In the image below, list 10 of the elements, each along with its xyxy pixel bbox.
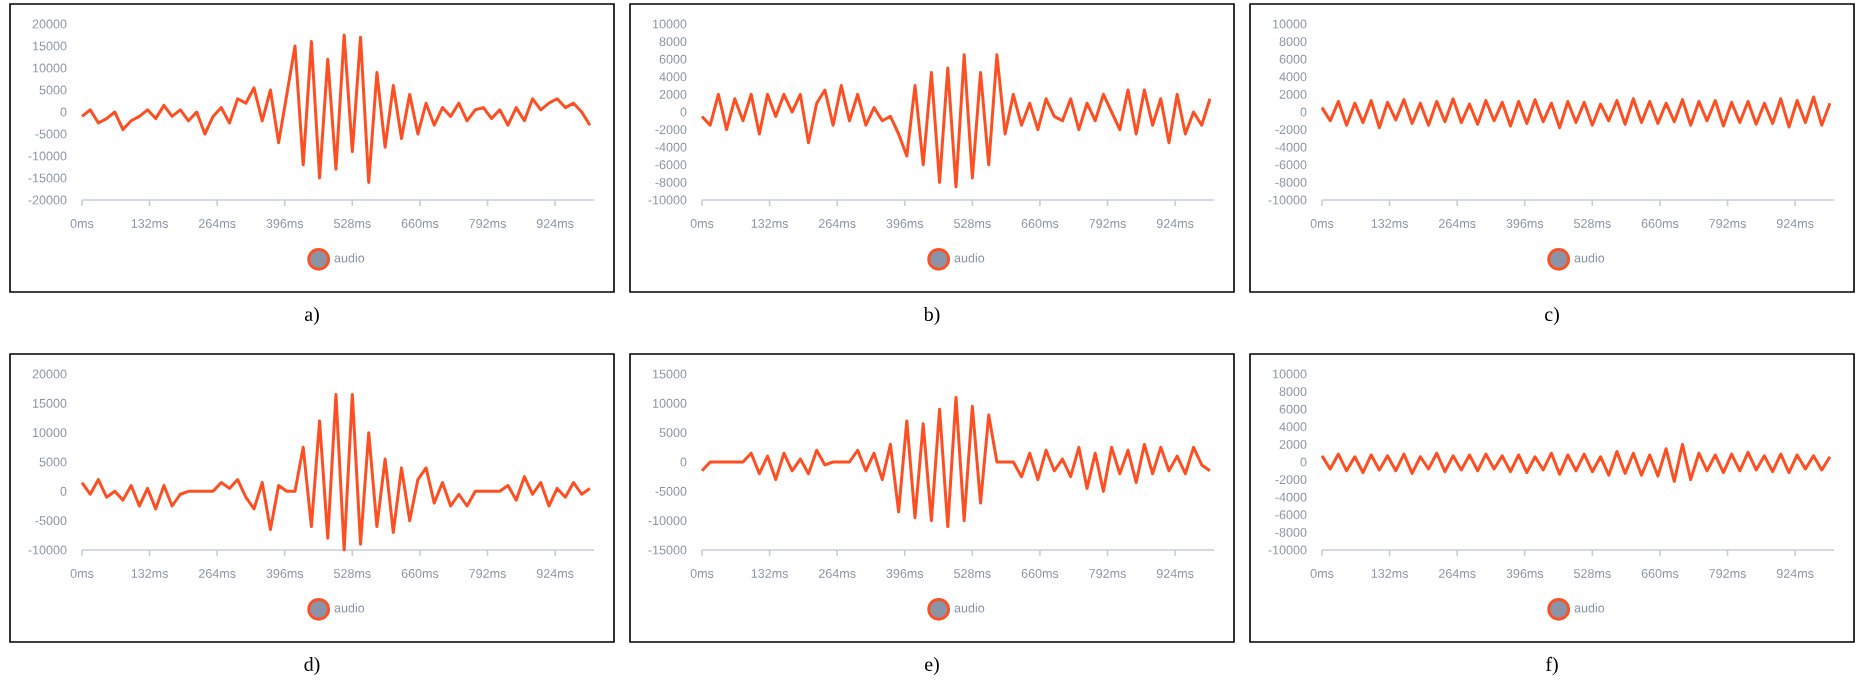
text: a): [304, 306, 319, 326]
text: c): [1545, 306, 1559, 326]
line-series: [700, 53, 1212, 189]
text: d): [304, 656, 320, 676]
line-series: [80, 33, 592, 184]
line-series: [1320, 95, 1832, 130]
line-series: [1320, 442, 1832, 483]
text: e): [925, 656, 939, 676]
text: b): [923, 306, 940, 326]
text: f): [1546, 656, 1558, 676]
